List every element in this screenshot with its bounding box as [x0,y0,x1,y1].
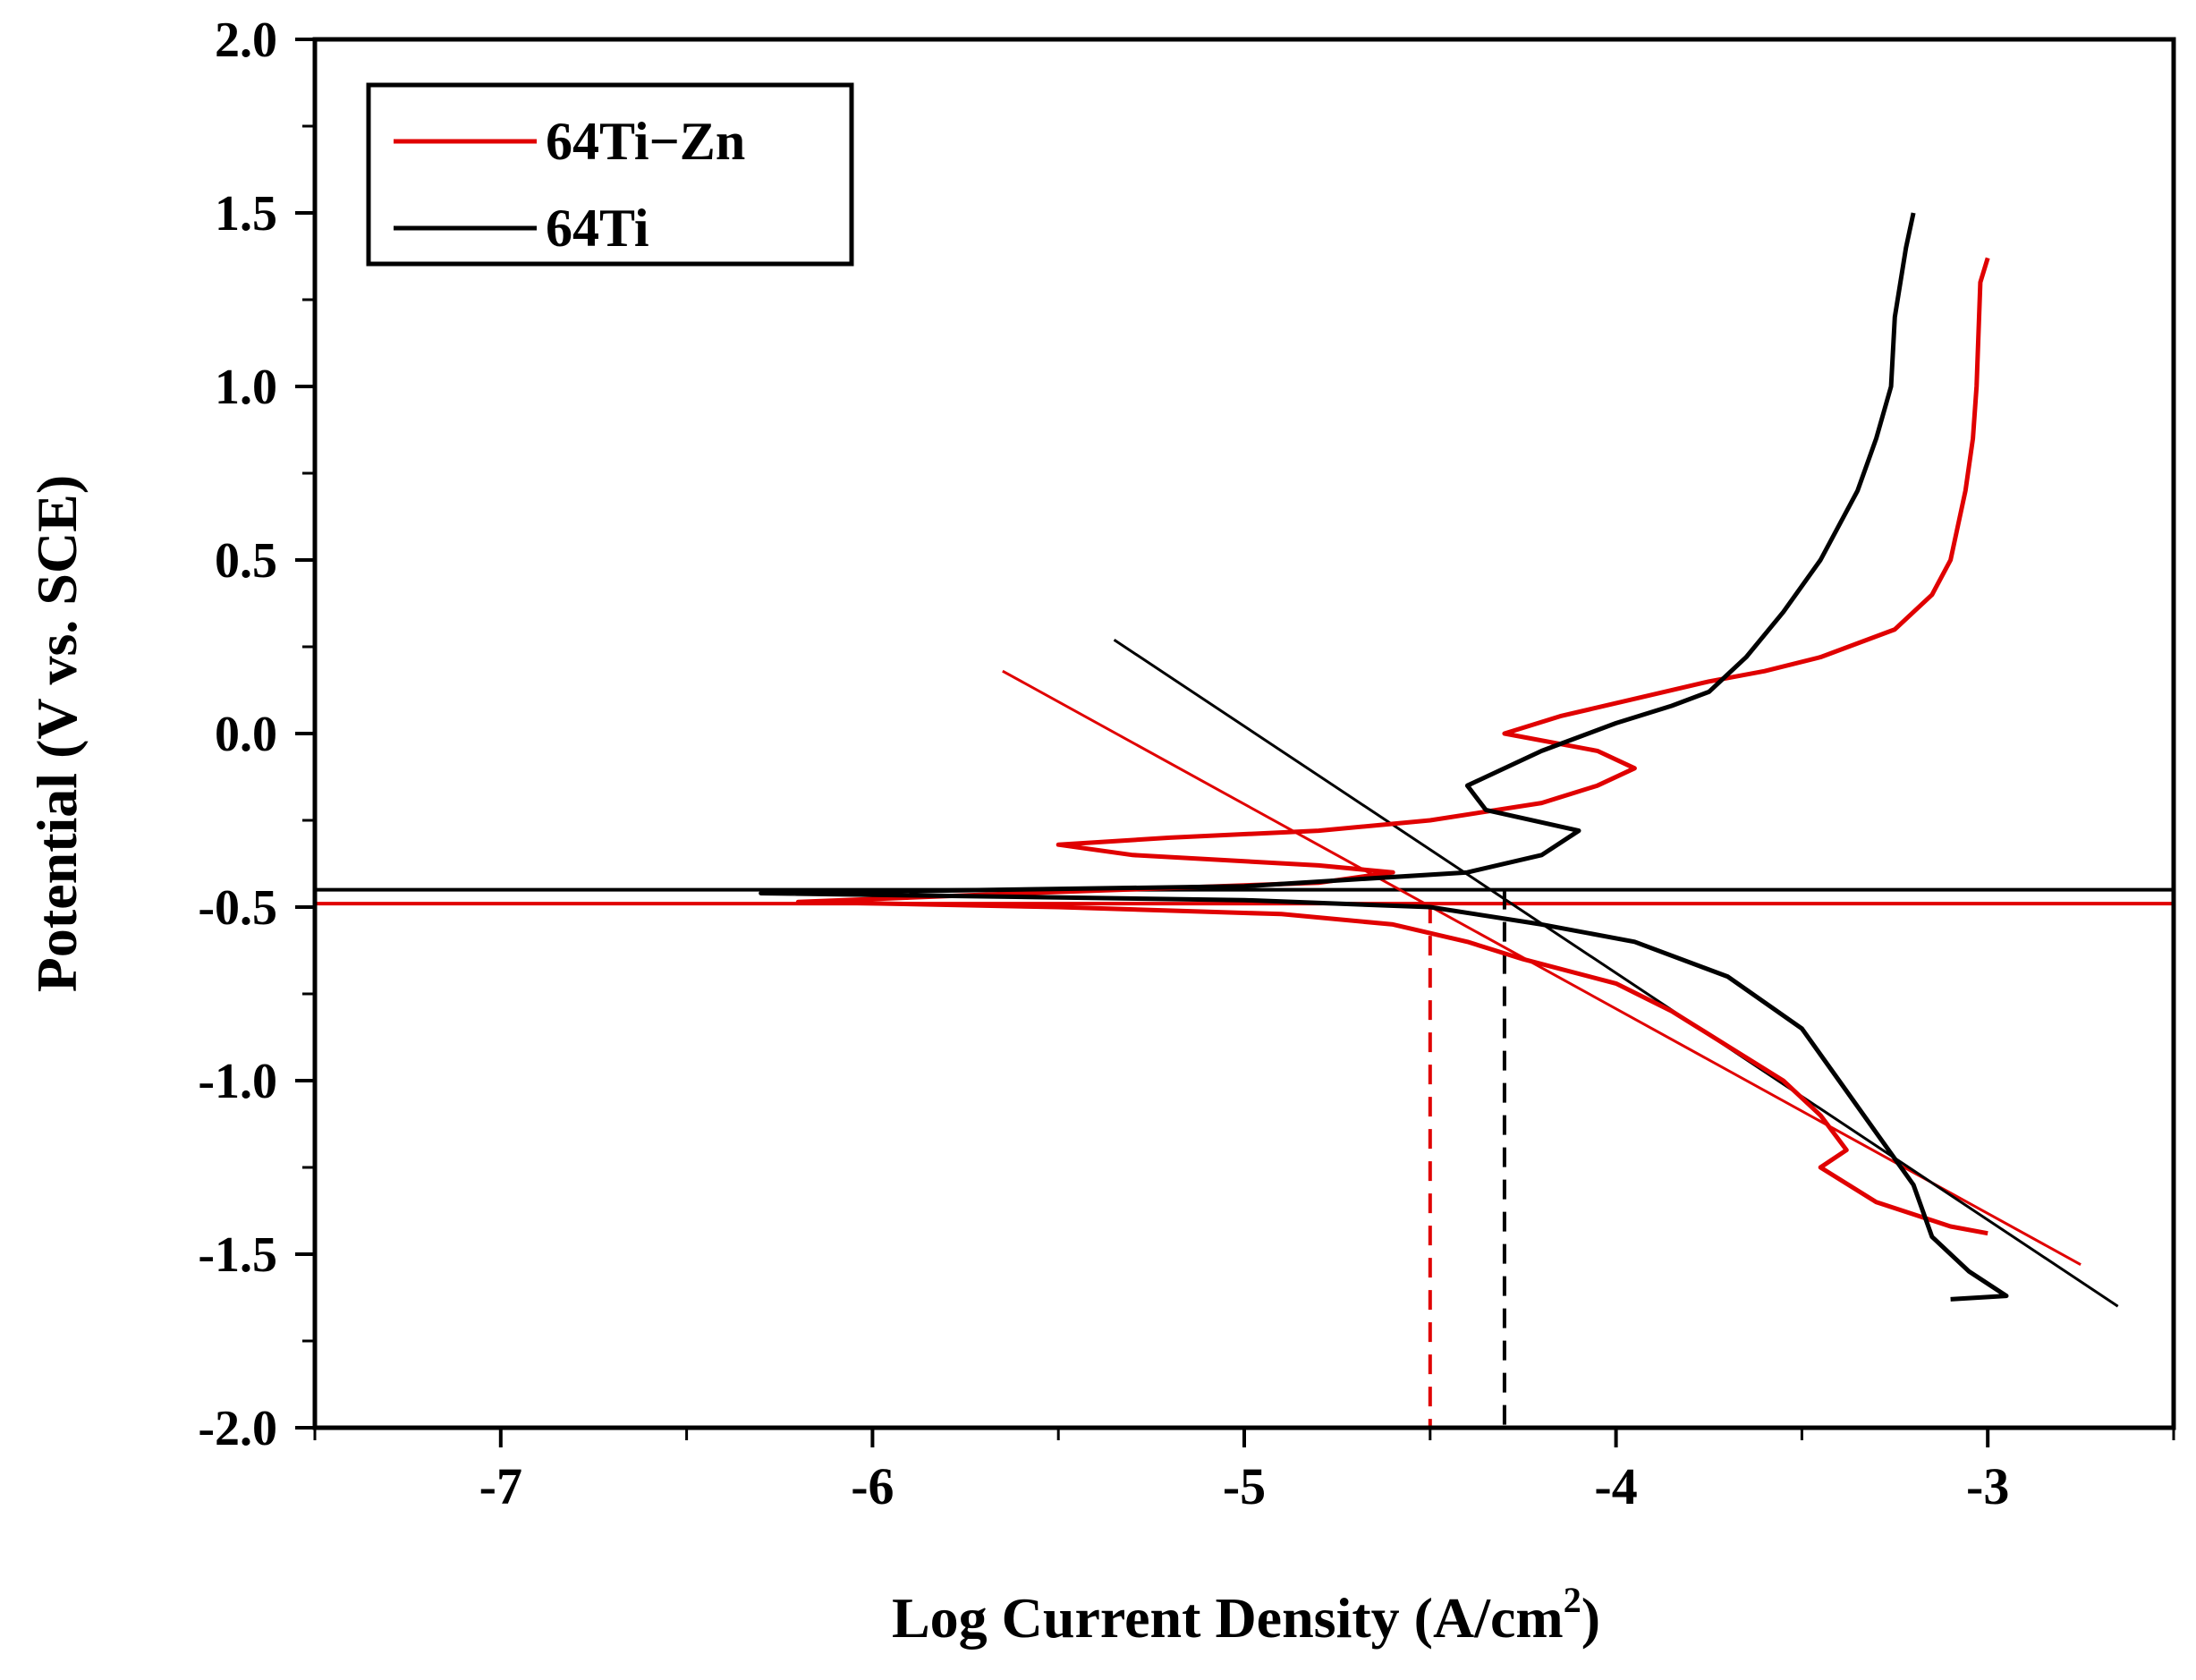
y-tick-label: -1.5 [198,1227,277,1283]
x-axis-label-main: Log Current Density (A/cm [892,1586,1564,1650]
tafel-line-64ti [1115,640,2118,1306]
series-line-64ti-zn [798,258,1988,1233]
y-tick-label: -1.0 [198,1054,277,1109]
x-axis-label-close: ) [1581,1586,1600,1650]
x-tick-label: -5 [1223,1457,1266,1515]
y-tick-label: 1.5 [215,186,277,242]
y-tick-label: -0.5 [198,880,277,936]
polarization-chart: -7 -6 -5 -4 -3 -2.0 -1.5 -1.0 -0.5 0.0 0.5 1.0 1.5 2.… [0,0,2196,1676]
y-tick-label: 2.0 [215,13,277,68]
x-axis-label: Log Current Density (A/cm2) [892,1580,1600,1650]
y-axis-label: Potential (V vs. SCE) [25,475,89,992]
chart-root: -7 -6 -5 -4 -3 -2.0 -1.5 -1.0 -0.5 0.0 0.5 1.0 1.5 2.… [0,0,2196,1676]
x-tick-label: -4 [1594,1457,1637,1515]
x-tick-label: -7 [479,1457,522,1515]
y-tick-label: 0.0 [215,707,277,762]
series-line-64ti [761,213,2006,1299]
x-tick-label: -6 [851,1457,894,1515]
y-tick-label: -2.0 [198,1401,277,1456]
y-tick-label: 0.5 [215,533,277,589]
legend-label-64ti: 64Ti [546,199,649,258]
y-tick-label: 1.0 [215,360,277,415]
x-tick-label: -3 [1966,1457,2009,1515]
legend: 64Ti−Zn 64Ti [369,85,852,264]
legend-label-64ti-zn: 64Ti−Zn [546,112,745,171]
x-axis-label-superscript: 2 [1564,1580,1581,1620]
